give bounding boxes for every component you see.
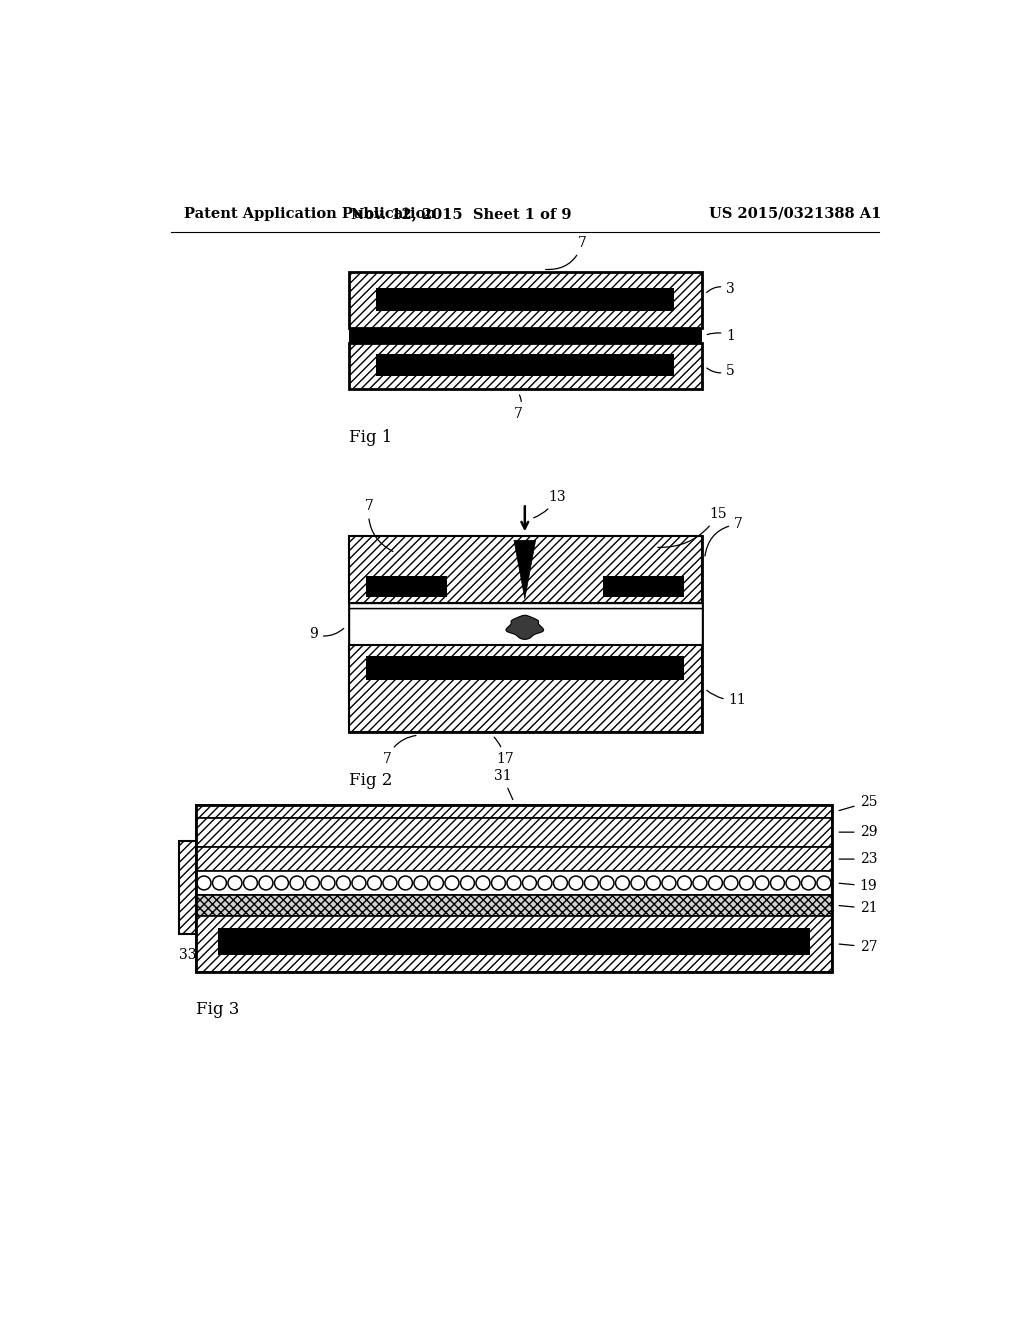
Text: 7: 7 — [546, 236, 587, 269]
Bar — [349, 609, 701, 645]
Text: 15: 15 — [657, 507, 727, 548]
Text: 25: 25 — [839, 795, 878, 810]
Bar — [349, 536, 701, 733]
Bar — [349, 327, 701, 343]
Text: 11: 11 — [707, 690, 746, 708]
Text: 17: 17 — [495, 737, 514, 766]
Bar — [349, 603, 701, 609]
Bar — [197, 847, 831, 871]
Bar — [349, 536, 701, 603]
Text: 5: 5 — [707, 364, 735, 378]
Text: 23: 23 — [839, 853, 878, 866]
Text: Patent Application Publication: Patent Application Publication — [183, 207, 436, 220]
Text: 31: 31 — [494, 770, 513, 800]
Text: 7: 7 — [705, 517, 743, 556]
Bar — [197, 817, 831, 847]
Text: 13: 13 — [534, 490, 565, 517]
Text: 7: 7 — [365, 499, 393, 552]
Bar — [349, 645, 701, 733]
Bar — [376, 288, 675, 312]
Bar — [197, 916, 831, 972]
Text: US 2015/0321388 A1: US 2015/0321388 A1 — [710, 207, 882, 220]
Text: 3: 3 — [707, 282, 735, 296]
Bar — [603, 576, 684, 597]
Bar — [376, 354, 675, 375]
Bar — [349, 343, 701, 389]
Bar — [197, 871, 831, 895]
Text: 27: 27 — [839, 940, 878, 954]
Bar — [349, 272, 701, 327]
Bar — [179, 841, 197, 933]
Text: Fig 2: Fig 2 — [349, 772, 392, 789]
Text: 7: 7 — [383, 735, 416, 766]
Text: 1: 1 — [708, 329, 735, 342]
Text: 19: 19 — [839, 879, 878, 894]
Text: 33: 33 — [179, 948, 197, 962]
Bar — [197, 805, 831, 817]
Text: 9: 9 — [309, 627, 344, 642]
Polygon shape — [506, 615, 544, 639]
Bar — [197, 805, 831, 972]
Bar — [218, 928, 810, 954]
Text: 7: 7 — [514, 395, 522, 421]
Bar — [366, 656, 684, 681]
Text: 29: 29 — [839, 825, 878, 840]
Text: Fig 1: Fig 1 — [349, 429, 392, 446]
Bar — [366, 576, 447, 597]
Polygon shape — [514, 540, 536, 599]
Text: Nov. 12, 2015  Sheet 1 of 9: Nov. 12, 2015 Sheet 1 of 9 — [351, 207, 571, 220]
Text: Fig 3: Fig 3 — [197, 1001, 240, 1018]
Text: 21: 21 — [839, 902, 878, 915]
Bar — [197, 895, 831, 916]
